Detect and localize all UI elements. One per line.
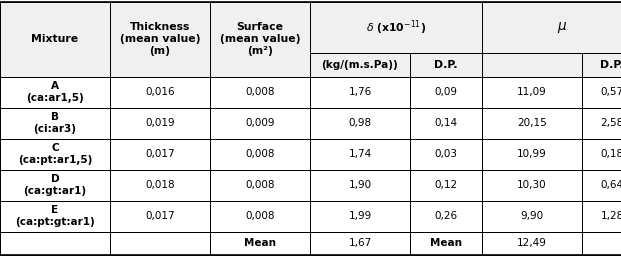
Text: 0,018: 0,018 xyxy=(145,180,175,190)
Text: 0,26: 0,26 xyxy=(435,211,458,221)
Text: 0,017: 0,017 xyxy=(145,149,175,159)
Text: 1,99: 1,99 xyxy=(348,211,371,221)
Text: 1,76: 1,76 xyxy=(348,87,371,97)
Bar xyxy=(410,139,482,170)
Text: C
(ca:pt:ar1,5): C (ca:pt:ar1,5) xyxy=(18,143,92,165)
Text: 10,30: 10,30 xyxy=(517,180,547,190)
Bar xyxy=(482,108,582,139)
Bar xyxy=(482,232,582,255)
Bar xyxy=(410,170,482,201)
Text: Surface
(mean value)
(m²): Surface (mean value) (m²) xyxy=(220,22,300,56)
Text: Mean: Mean xyxy=(244,238,276,249)
Text: A
(ca:ar1,5): A (ca:ar1,5) xyxy=(26,81,84,103)
Text: 0,008: 0,008 xyxy=(245,87,274,97)
Bar xyxy=(482,2,621,53)
Bar xyxy=(410,53,482,77)
Bar xyxy=(310,139,410,170)
Text: 11,09: 11,09 xyxy=(517,87,547,97)
Text: 0,017: 0,017 xyxy=(145,211,175,221)
Text: 0,18: 0,18 xyxy=(601,149,621,159)
Text: 0,57: 0,57 xyxy=(601,87,621,97)
Text: 10,99: 10,99 xyxy=(517,149,547,159)
Bar xyxy=(210,232,310,255)
Bar xyxy=(310,77,410,108)
Bar xyxy=(310,170,410,201)
Bar xyxy=(582,108,621,139)
Bar xyxy=(582,201,621,232)
Text: 0,14: 0,14 xyxy=(435,118,458,128)
Text: 0,016: 0,016 xyxy=(145,87,175,97)
Text: 0,98: 0,98 xyxy=(348,118,371,128)
Text: 1,28: 1,28 xyxy=(601,211,621,221)
Bar xyxy=(582,53,621,77)
Bar xyxy=(482,139,582,170)
Text: 0,008: 0,008 xyxy=(245,180,274,190)
Bar xyxy=(110,232,210,255)
Text: E
(ca:pt:gt:ar1): E (ca:pt:gt:ar1) xyxy=(15,205,95,227)
Text: 1,74: 1,74 xyxy=(348,149,371,159)
Text: 0,008: 0,008 xyxy=(245,149,274,159)
Bar xyxy=(310,53,410,77)
Text: (kg/(m.s.Pa)): (kg/(m.s.Pa)) xyxy=(322,60,399,70)
Bar xyxy=(410,77,482,108)
Bar xyxy=(310,108,410,139)
Text: B
(ci:ar3): B (ci:ar3) xyxy=(34,112,76,134)
Bar xyxy=(310,201,410,232)
Bar xyxy=(410,201,482,232)
Text: 20,15: 20,15 xyxy=(517,118,547,128)
Text: Mean: Mean xyxy=(430,238,462,249)
Text: Mixture: Mixture xyxy=(32,34,79,44)
Bar xyxy=(110,108,210,139)
Text: 9,90: 9,90 xyxy=(520,211,543,221)
Bar xyxy=(410,108,482,139)
Bar xyxy=(110,2,210,77)
Text: $\delta$ (x10$^{-11}$): $\delta$ (x10$^{-11}$) xyxy=(366,18,426,37)
Text: 0,12: 0,12 xyxy=(435,180,458,190)
Text: 0,019: 0,019 xyxy=(145,118,175,128)
Text: 2,58: 2,58 xyxy=(601,118,621,128)
Bar xyxy=(582,139,621,170)
Text: 0,03: 0,03 xyxy=(435,149,458,159)
Bar xyxy=(310,232,410,255)
Bar xyxy=(482,201,582,232)
Bar xyxy=(110,139,210,170)
Bar xyxy=(582,170,621,201)
Bar xyxy=(0,139,110,170)
Text: 0,008: 0,008 xyxy=(245,211,274,221)
Bar xyxy=(210,108,310,139)
Text: $\mu$: $\mu$ xyxy=(557,20,567,35)
Bar xyxy=(310,2,482,53)
Bar xyxy=(110,201,210,232)
Bar xyxy=(210,77,310,108)
Bar xyxy=(110,170,210,201)
Bar xyxy=(0,201,110,232)
Text: D.P.: D.P. xyxy=(600,60,621,70)
Text: 1,90: 1,90 xyxy=(348,180,371,190)
Bar xyxy=(482,53,582,77)
Bar xyxy=(582,232,621,255)
Text: 0,64: 0,64 xyxy=(601,180,621,190)
Text: D.P.: D.P. xyxy=(434,60,458,70)
Bar xyxy=(210,201,310,232)
Text: 12,49: 12,49 xyxy=(517,238,547,249)
Text: D
(ca:gt:ar1): D (ca:gt:ar1) xyxy=(24,174,86,196)
Bar xyxy=(0,2,110,77)
Text: 0,09: 0,09 xyxy=(435,87,458,97)
Bar xyxy=(410,232,482,255)
Bar xyxy=(110,77,210,108)
Bar xyxy=(0,170,110,201)
Text: 0,009: 0,009 xyxy=(245,118,274,128)
Bar xyxy=(210,170,310,201)
Text: 1,67: 1,67 xyxy=(348,238,371,249)
Bar xyxy=(482,77,582,108)
Bar xyxy=(0,108,110,139)
Bar xyxy=(582,77,621,108)
Bar xyxy=(210,2,310,77)
Bar xyxy=(482,170,582,201)
Bar xyxy=(210,139,310,170)
Text: Thickness
(mean value)
(m): Thickness (mean value) (m) xyxy=(120,22,200,56)
Bar xyxy=(0,77,110,108)
Bar xyxy=(0,232,110,255)
